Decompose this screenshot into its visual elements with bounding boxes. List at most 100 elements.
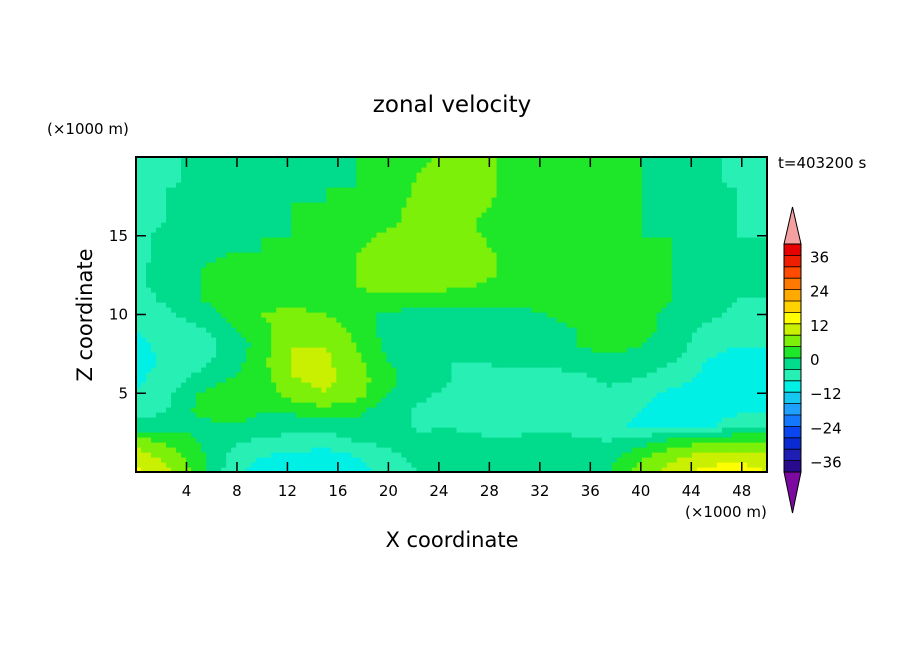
field-cell	[481, 402, 488, 408]
field-cell	[466, 372, 473, 378]
field-cell	[321, 387, 327, 393]
field-cell	[211, 372, 217, 378]
field-cell	[411, 412, 418, 418]
field-cell	[421, 382, 428, 388]
field-cell	[386, 447, 393, 453]
field-cell	[151, 327, 157, 333]
field-cell	[646, 307, 653, 313]
field-cell	[366, 287, 372, 293]
field-cell	[436, 307, 443, 313]
field-cell	[661, 392, 668, 398]
field-cell	[501, 382, 508, 388]
field-cell	[441, 277, 448, 283]
field-cell	[156, 362, 162, 368]
field-cell	[491, 382, 498, 388]
field-cell	[516, 367, 523, 373]
field-cell	[191, 447, 197, 453]
field-cell	[336, 407, 342, 413]
field-cell	[566, 422, 573, 428]
field-cell	[526, 442, 533, 448]
field-cell	[696, 397, 703, 403]
field-cell	[271, 452, 277, 458]
field-cell	[141, 417, 147, 423]
field-cell	[261, 392, 267, 398]
field-cell	[291, 377, 297, 383]
field-cell	[761, 322, 768, 328]
field-cell	[511, 462, 518, 468]
field-cell	[251, 272, 257, 278]
field-cell	[416, 322, 423, 328]
field-cell	[266, 372, 272, 378]
field-cell	[516, 442, 523, 448]
field-cell	[611, 307, 618, 313]
field-cell	[516, 397, 523, 403]
field-cell	[186, 442, 192, 448]
field-cell	[136, 377, 142, 383]
field-cell	[291, 282, 297, 288]
field-cell	[711, 277, 718, 283]
field-cell	[261, 377, 267, 383]
field-cell	[566, 427, 573, 433]
field-cell	[746, 437, 753, 443]
field-cell	[641, 377, 648, 383]
field-cell	[746, 282, 753, 288]
field-cell	[486, 397, 493, 403]
field-cell	[161, 322, 167, 328]
field-cell	[231, 282, 237, 288]
field-cell	[276, 307, 282, 313]
field-cell	[541, 407, 548, 413]
field-cell	[636, 387, 643, 393]
field-cell	[411, 377, 418, 383]
field-cell	[511, 457, 518, 463]
field-cell	[161, 382, 167, 388]
field-cell	[746, 362, 753, 368]
field-cell	[606, 277, 613, 283]
field-cell	[436, 337, 443, 343]
field-cell	[501, 297, 508, 303]
field-cell	[156, 402, 162, 408]
field-cell	[196, 442, 202, 448]
field-cell	[481, 327, 488, 333]
field-cell	[641, 342, 648, 348]
field-cell	[461, 277, 468, 283]
field-cell	[396, 312, 403, 318]
field-cell	[431, 467, 438, 473]
field-cell	[411, 367, 418, 373]
field-cell	[171, 312, 177, 318]
field-cell	[711, 437, 718, 443]
field-cell	[641, 402, 648, 408]
field-cell	[621, 362, 628, 368]
field-cell	[251, 377, 257, 383]
field-cell	[296, 467, 302, 473]
field-cell	[231, 302, 237, 308]
field-cell	[246, 282, 252, 288]
field-cell	[366, 387, 372, 393]
field-cell	[511, 432, 518, 438]
field-cell	[456, 312, 463, 318]
field-cell	[736, 292, 743, 298]
field-cell	[311, 412, 317, 418]
field-cell	[541, 332, 548, 338]
field-cell	[431, 302, 438, 308]
field-cell	[641, 427, 648, 433]
field-cell	[471, 342, 478, 348]
field-cell	[701, 432, 708, 438]
field-cell	[496, 362, 503, 368]
field-cell	[206, 367, 212, 373]
field-cell	[541, 427, 548, 433]
field-cell	[136, 297, 142, 303]
field-cell	[426, 437, 433, 443]
field-cell	[621, 432, 628, 438]
field-cell	[726, 287, 733, 293]
field-cell	[506, 347, 513, 353]
field-cell	[591, 342, 598, 348]
field-cell	[471, 367, 478, 373]
field-cell	[496, 467, 503, 473]
field-cell	[291, 382, 297, 388]
field-cell	[161, 332, 167, 338]
field-cell	[201, 417, 207, 423]
field-cell	[246, 387, 252, 393]
field-cell	[511, 367, 518, 373]
field-cell	[581, 337, 588, 343]
field-cell	[431, 432, 438, 438]
